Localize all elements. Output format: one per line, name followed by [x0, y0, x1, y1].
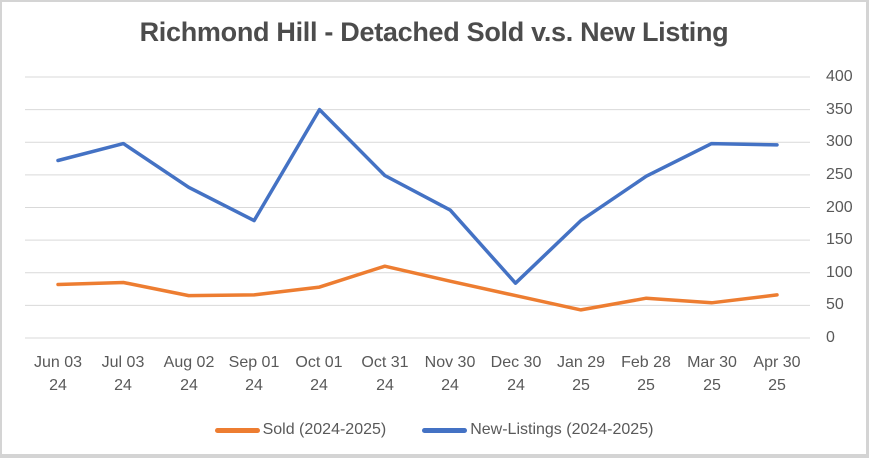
- y-axis-tick-label: 200: [826, 199, 853, 216]
- y-axis-tick-label: 300: [826, 133, 853, 150]
- new-listings-series-swatch: [422, 427, 468, 433]
- x-axis-tick-label: Feb 28 25: [621, 354, 671, 394]
- x-axis-tick-label: Sep 01 24: [228, 354, 280, 394]
- x-axis-tick-label: Jun 03 24: [33, 354, 83, 394]
- x-axis-tick-label: Oct 01 24: [295, 354, 343, 394]
- y-axis-tick-label: 100: [826, 264, 853, 281]
- series-line-new-listings: [56, 107, 779, 285]
- y-axis-tick-label: 50: [826, 296, 844, 313]
- x-axis-tick-label: Mar 30 25: [687, 354, 737, 394]
- legend: Sold (2024-2025) New-Listings (2024-2025…: [2, 421, 866, 439]
- y-axis-tick-label: 250: [826, 166, 853, 183]
- series-line-sold: [56, 264, 779, 312]
- y-axis-tick-label: 150: [826, 231, 853, 248]
- legend-label-sold: Sold (2024-2025): [262, 421, 387, 438]
- y-axis-tick-label: 400: [826, 68, 853, 85]
- sold-series-swatch: [214, 427, 260, 433]
- x-axis-tick-label: Dec 30 24: [490, 354, 542, 394]
- y-axis-tick-label: 0: [826, 329, 835, 346]
- legend-label-new-listings: New-Listings (2024-2025): [470, 421, 654, 438]
- x-axis-tick-label: Oct 31 24: [361, 354, 409, 394]
- x-axis-tick-label: Apr 30 25: [753, 354, 801, 394]
- x-axis-tick-label: Aug 02 24: [163, 354, 215, 394]
- x-axis-tick-label: Jan 29 25: [556, 354, 606, 394]
- legend-item-sold[interactable]: Sold (2024-2025): [214, 421, 387, 439]
- y-axis-tick-label: 350: [826, 101, 853, 118]
- chart-title: Richmond Hill - Detached Sold v.s. New L…: [139, 17, 729, 47]
- legend-item-new-listings[interactable]: New-Listings (2024-2025): [422, 421, 653, 439]
- x-axis-tick-label: Nov 30 24: [424, 354, 476, 394]
- x-axis-tick-label: Jul 03 24: [101, 354, 145, 394]
